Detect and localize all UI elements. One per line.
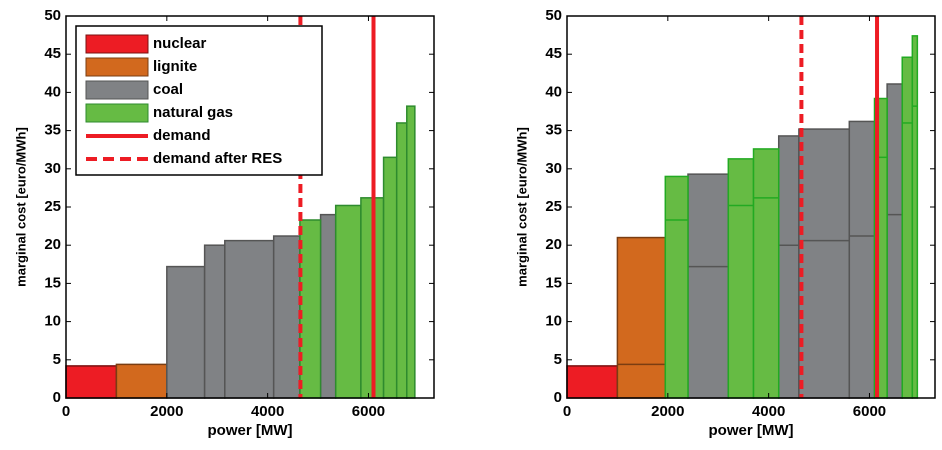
x-axis-label: power [MW] bbox=[208, 422, 293, 439]
x-tick-label: 0 bbox=[563, 403, 571, 420]
y-tick-label: 10 bbox=[44, 313, 61, 330]
bar bbox=[395, 122, 408, 399]
x-tick-label: 4000 bbox=[752, 403, 785, 420]
bar bbox=[752, 148, 780, 399]
y-tick-label: 25 bbox=[545, 198, 562, 215]
y-tick-label: 45 bbox=[545, 45, 562, 62]
y-tick-label: 10 bbox=[545, 313, 562, 330]
bar bbox=[616, 236, 667, 399]
y-tick-label: 45 bbox=[44, 45, 61, 62]
x-tick-label: 6000 bbox=[352, 403, 385, 420]
bar bbox=[65, 365, 118, 399]
bar bbox=[848, 120, 876, 399]
y-tick-label: 5 bbox=[53, 351, 61, 368]
y-tick-label: 20 bbox=[44, 236, 61, 253]
legend-swatch bbox=[85, 103, 149, 123]
y-tick-label: 15 bbox=[545, 274, 562, 291]
legend-swatch bbox=[85, 80, 149, 100]
bar bbox=[911, 35, 919, 399]
legend-label: natural gas bbox=[153, 104, 233, 121]
y-tick-label: 35 bbox=[545, 122, 562, 139]
y-tick-label: 5 bbox=[554, 351, 562, 368]
x-axis-label: power [MW] bbox=[709, 422, 794, 439]
bar bbox=[334, 204, 362, 399]
y-tick-label: 15 bbox=[44, 274, 61, 291]
bar bbox=[886, 83, 903, 399]
legend-label: demand bbox=[153, 127, 211, 144]
x-tick-label: 2000 bbox=[651, 403, 684, 420]
y-tick-label: 50 bbox=[44, 7, 61, 24]
legend-label: lignite bbox=[153, 58, 197, 75]
bar bbox=[798, 128, 851, 399]
bar bbox=[901, 56, 914, 399]
bar bbox=[166, 265, 206, 399]
y-tick-label: 50 bbox=[545, 7, 562, 24]
bar bbox=[664, 175, 689, 399]
legend-swatch bbox=[85, 34, 149, 54]
y-tick-label: 30 bbox=[44, 160, 61, 177]
y-tick-label: 40 bbox=[44, 83, 61, 100]
bar bbox=[319, 213, 337, 399]
bar bbox=[727, 158, 755, 399]
y-tick-label: 20 bbox=[545, 236, 562, 253]
y-axis-label: marginal cost [euro/MWh] bbox=[13, 127, 28, 287]
x-tick-label: 2000 bbox=[150, 403, 183, 420]
x-tick-label: 4000 bbox=[251, 403, 284, 420]
bar bbox=[406, 105, 416, 399]
bar bbox=[382, 156, 398, 399]
y-tick-label: 25 bbox=[44, 198, 61, 215]
bar bbox=[115, 363, 168, 399]
legend-swatch bbox=[85, 57, 149, 77]
bar bbox=[224, 239, 275, 399]
legend-label: nuclear bbox=[153, 35, 207, 52]
x-tick-label: 6000 bbox=[853, 403, 886, 420]
bar bbox=[272, 235, 301, 399]
legend-label: coal bbox=[153, 81, 183, 98]
bar bbox=[687, 173, 730, 399]
bar bbox=[777, 135, 800, 399]
y-tick-label: 35 bbox=[44, 122, 61, 139]
subplot: 0 5 10 15 20 25 30 35 40 45 50 0 2000 4000 6000 power [… bbox=[514, 7, 936, 439]
y-tick-label: 40 bbox=[545, 83, 562, 100]
y-tick-label: 0 bbox=[53, 389, 61, 406]
y-tick-label: 0 bbox=[554, 389, 562, 406]
bar bbox=[203, 244, 226, 399]
bar bbox=[299, 219, 322, 399]
y-axis-label: marginal cost [euro/MWh] bbox=[514, 127, 529, 287]
subplot: 0 5 10 15 20 25 30 35 40 45 50 0 2000 4000 6000 power [… bbox=[13, 7, 435, 439]
y-tick-label: 30 bbox=[545, 160, 562, 177]
bar bbox=[566, 365, 619, 399]
legend-label: demand after RES bbox=[153, 150, 282, 167]
x-tick-label: 0 bbox=[62, 403, 70, 420]
